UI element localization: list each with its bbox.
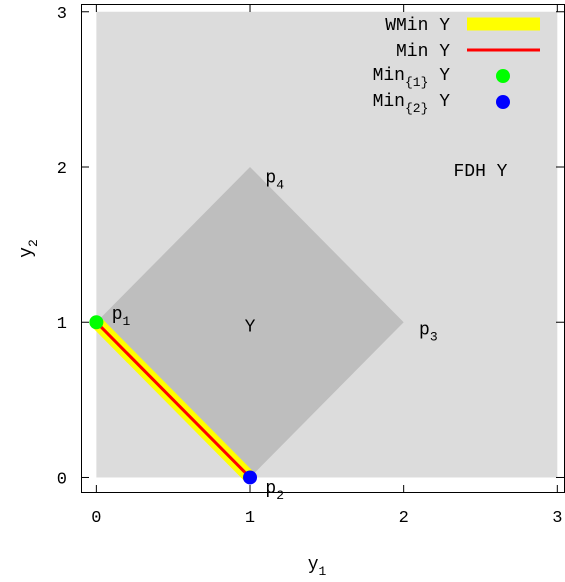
x-axis-label: y1 [308, 555, 327, 579]
point-label: p2 [265, 479, 284, 503]
region-label: Y [245, 317, 256, 337]
region-label: FDH Y [453, 162, 507, 182]
series-min-y [95, 321, 252, 479]
point-label: p4 [265, 168, 284, 192]
legend-label: Min Y [396, 42, 450, 62]
y-axis-label: y2 [17, 239, 41, 258]
point-label: p3 [419, 320, 438, 344]
y-tick-label: 3 [57, 5, 67, 24]
legend-swatch-point [496, 69, 510, 83]
x-tick-label: 2 [399, 509, 409, 528]
legend-label: Min{1} Y [373, 66, 451, 90]
legend-label: Min{2} Y [373, 92, 451, 116]
y-tick-label: 2 [57, 160, 67, 179]
legend-label: WMin Y [385, 16, 450, 36]
y-tick-label: 1 [57, 315, 67, 334]
x-tick-label: 1 [245, 509, 255, 528]
legend-swatch-point [496, 95, 510, 109]
point-label: p1 [112, 305, 131, 329]
y-tick-label: 0 [57, 470, 67, 489]
point-min2-y [243, 470, 258, 485]
x-tick-label: 0 [91, 509, 101, 528]
x-tick-label: 3 [552, 509, 562, 528]
point-min1-y [89, 315, 104, 330]
